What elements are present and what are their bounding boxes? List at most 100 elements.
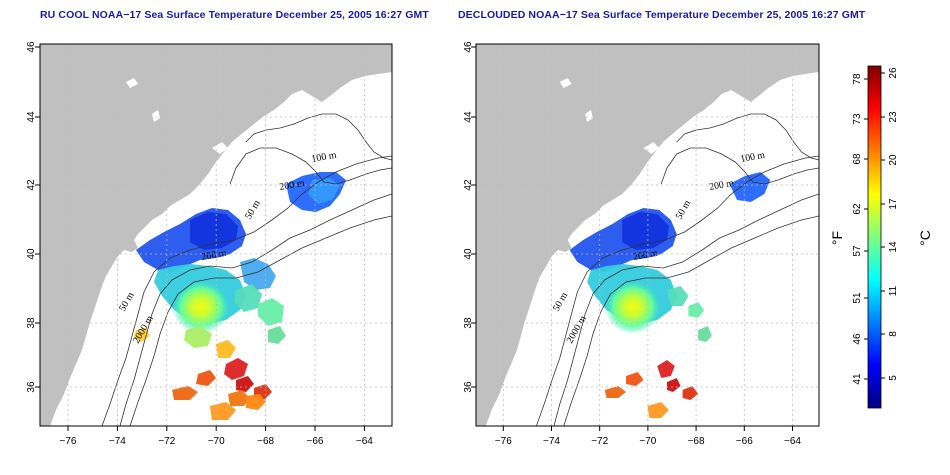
isobath-line	[676, 113, 819, 161]
sst-patch	[172, 280, 230, 334]
panel-title-declouded: DECLOUDED NOAA−17 Sea Surface Temperatur…	[458, 9, 866, 21]
lake	[126, 78, 138, 88]
sst-patch	[682, 386, 699, 400]
contour-label: 200 m	[279, 178, 306, 193]
tick-label-celsius: 20	[888, 154, 899, 166]
tick-label-lon: −68	[257, 436, 274, 447]
lake	[585, 110, 593, 122]
tick-label-fahrenheit: 57	[852, 245, 863, 257]
tick-label-lon: −64	[356, 436, 373, 447]
tick-label-lat: 38	[463, 317, 474, 329]
tick-label-lon: −74	[109, 436, 126, 447]
tick-label-fahrenheit: 62	[852, 203, 863, 215]
sst-patch	[134, 328, 150, 342]
tick-label-lat: 38	[26, 317, 37, 329]
tick-label-celsius: 26	[888, 67, 899, 79]
sst-patch	[224, 358, 248, 380]
tick-label-fahrenheit: 46	[852, 333, 863, 345]
isobath-line	[129, 215, 392, 426]
contour-label: 200 m	[632, 248, 658, 263]
tick-label-lon: −70	[208, 436, 225, 447]
sst-patch	[258, 298, 284, 326]
sst-patch	[172, 386, 198, 400]
lake	[713, 100, 726, 112]
tick-label-lat: 42	[26, 179, 37, 191]
lake	[152, 110, 160, 122]
tick-label-celsius: 14	[888, 241, 899, 253]
sst-patch	[246, 394, 266, 410]
tick-label-celsius: 23	[888, 111, 899, 123]
isobath-line	[660, 147, 819, 185]
tick-label-fahrenheit: 68	[852, 153, 863, 165]
sst-patch	[216, 340, 236, 358]
tick-label-lon: −64	[784, 436, 801, 447]
tick-label-lon: −76	[495, 436, 512, 447]
isobath-line	[553, 193, 819, 426]
sst-patch	[666, 286, 689, 306]
tick-label-fahrenheit: 73	[852, 113, 863, 125]
colorbar-ramp	[867, 65, 882, 409]
sst-patch	[657, 360, 675, 378]
sst-patch	[626, 372, 644, 386]
temperature-colorbar: 78 73 68 62 57 51 46 41 26 23 20 17 14 11 8 5 °F °C	[829, 65, 933, 409]
panel-title-raw: RU COOL NOAA−17 Sea Surface Temperature …	[40, 9, 429, 21]
sst-patch	[647, 402, 669, 418]
gridlines	[40, 44, 392, 426]
tick-label-lat: 44	[26, 111, 37, 123]
tick-label-fahrenheit: 78	[852, 73, 863, 85]
sst-patch	[228, 390, 250, 406]
isobath-line	[563, 215, 819, 426]
sst-patch	[184, 326, 212, 348]
isobath-line	[119, 193, 392, 426]
tick-label-celsius: 8	[888, 331, 899, 337]
tick-label-lon: −68	[688, 436, 705, 447]
tick-label-lat: 42	[463, 179, 474, 191]
tick-label-lat: 36	[463, 381, 474, 393]
unit-label-celsius: °C	[917, 230, 933, 246]
land	[476, 44, 819, 426]
sst-patch	[236, 376, 254, 392]
sst-patch	[622, 212, 669, 250]
tick-label-celsius: 17	[888, 198, 899, 210]
sst-patch	[604, 386, 627, 398]
contour-label: 100 m	[311, 150, 338, 165]
sst-patch	[234, 284, 262, 312]
tick-label-celsius: 5	[888, 375, 899, 381]
sst-patch	[268, 326, 286, 344]
tick-label-lat: 40	[463, 248, 474, 260]
tick-label-lon: −72	[158, 436, 175, 447]
gridlines	[476, 44, 819, 426]
contour-label: 200 m	[201, 248, 228, 263]
isobath-line	[229, 147, 392, 185]
tick-label-fahrenheit: 51	[852, 292, 863, 304]
isobath-line	[536, 155, 819, 426]
sst-patch	[196, 370, 216, 386]
tick-label-lat: 44	[463, 111, 474, 123]
sst-patch	[604, 280, 662, 334]
sst-patch	[666, 378, 681, 392]
lake	[284, 100, 296, 112]
isobath-line	[101, 155, 392, 426]
contour-label: 100 m	[740, 150, 766, 165]
sst-patch	[190, 212, 238, 250]
unit-label-fahrenheit: °F	[829, 231, 845, 245]
tick-label-lat: 46	[26, 41, 37, 53]
tick-label-celsius: 11	[888, 285, 899, 296]
tick-label-lon: −72	[591, 436, 608, 447]
tick-label-lon: −66	[307, 436, 324, 447]
land	[40, 44, 392, 426]
sst-patch	[308, 178, 340, 204]
tick-label-fahrenheit: 41	[852, 373, 863, 385]
tick-label-lat: 40	[26, 248, 37, 260]
sst-patch	[240, 258, 276, 290]
tick-label-lon: −76	[60, 436, 77, 447]
tick-label-lat: 36	[26, 381, 37, 393]
tick-label-lon: −70	[639, 436, 656, 447]
tick-label-lon: −66	[736, 436, 753, 447]
isobath-line	[245, 113, 392, 161]
